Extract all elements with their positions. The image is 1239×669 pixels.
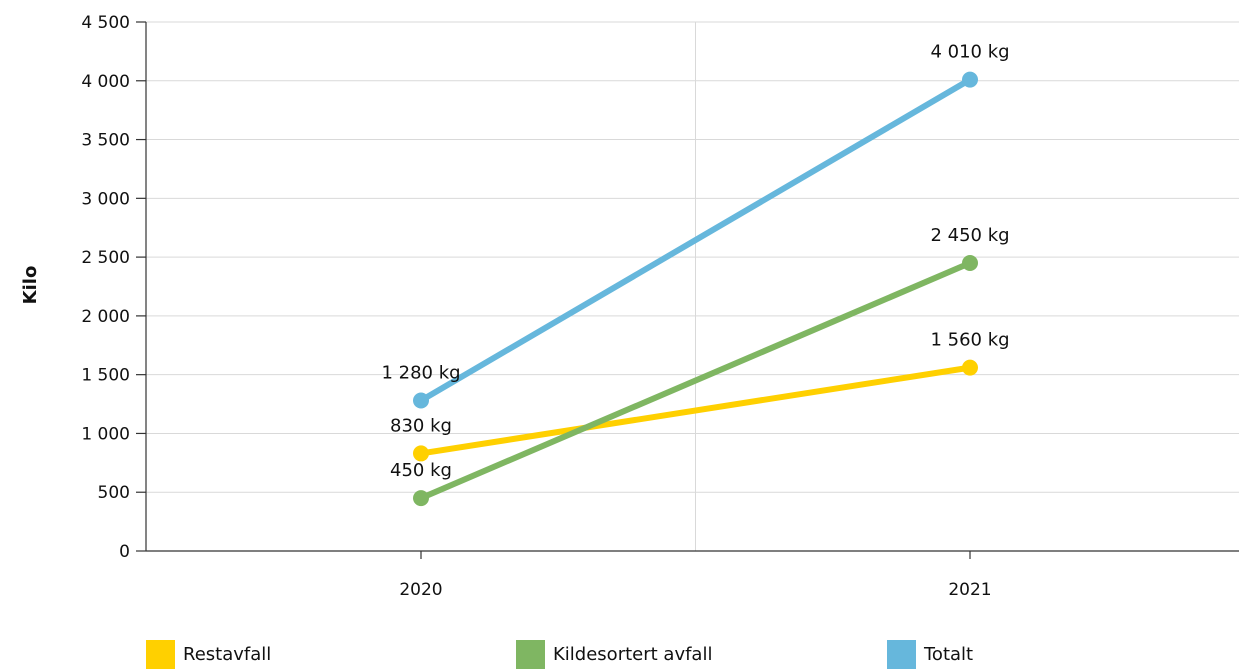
axes [145, 22, 1239, 552]
data-labels: 830 kg 1 560 kg 450 kg 2 450 kg 1 280 kg 4 01… [381, 42, 1009, 481]
data-point-restavfall [962, 359, 978, 376]
y-tick-label: 3 500 [81, 131, 130, 151]
data-label-totalt: 1 280 kg [381, 363, 460, 384]
y-tick-label: 2 000 [81, 307, 130, 327]
data-label-restavfall: 1 560 kg [930, 330, 1009, 351]
x-axis-ticks: 2020 2021 [399, 551, 992, 600]
x-tick-label: 2020 [399, 580, 442, 600]
data-point-totalt [413, 392, 429, 409]
y-tick-label: 4 500 [81, 13, 130, 33]
legend-item-totalt[interactable]: Totalt [887, 640, 973, 669]
series-lines [418, 76, 973, 502]
data-label-totalt: 4 010 kg [930, 42, 1009, 63]
data-label-kildesortert-avfall: 2 450 kg [930, 225, 1009, 246]
x-tick-label: 2021 [948, 580, 991, 600]
legend-swatch-totalt [887, 640, 916, 669]
y-tick-label: 1 000 [81, 424, 130, 444]
legend-label-restavfall: Restavfall [183, 644, 272, 665]
legend-swatch-restavfall [146, 640, 175, 669]
y-tick-label: 1 500 [81, 366, 130, 386]
data-point-kildesortert-avfall [962, 254, 978, 271]
y-tick-label: 3 000 [81, 189, 130, 209]
series-line-restavfall [418, 364, 973, 457]
series-line-totalt [418, 76, 973, 404]
data-label-restavfall: 830 kg [390, 415, 452, 436]
legend-swatch-kildesortert-avfall [516, 640, 545, 669]
data-point-totalt [962, 71, 978, 88]
data-point-restavfall [413, 445, 429, 462]
legend-item-kildesortert-avfall[interactable]: Kildesortert avfall [516, 640, 712, 669]
series-line-kildesortert-avfall [418, 259, 973, 502]
legend-item-restavfall[interactable]: Restavfall [146, 640, 271, 669]
y-tick-label: 4 000 [81, 72, 130, 92]
grid-lines [146, 21, 1239, 551]
data-label-kildesortert-avfall: 450 kg [390, 460, 452, 481]
line-chart: 0 500 1 000 1 500 2 000 2 500 3 000 3 500 4 000 4… [20, 13, 1239, 600]
data-points [413, 71, 978, 507]
y-tick-label: 2 500 [81, 248, 130, 268]
y-axis-label: Kilo [20, 266, 41, 305]
y-tick-label: 0 [119, 542, 130, 562]
y-tick-label: 500 [98, 483, 130, 503]
legend: Restavfall Kildesortert avfall Totalt [0, 640, 1239, 669]
y-axis-ticks: 0 500 1 000 1 500 2 000 2 500 3 000 3 500 4 000 4… [81, 13, 146, 562]
legend-label-kildesortert-avfall: Kildesortert avfall [553, 644, 713, 665]
legend-label-totalt: Totalt [924, 644, 974, 665]
data-point-kildesortert-avfall [413, 490, 429, 507]
